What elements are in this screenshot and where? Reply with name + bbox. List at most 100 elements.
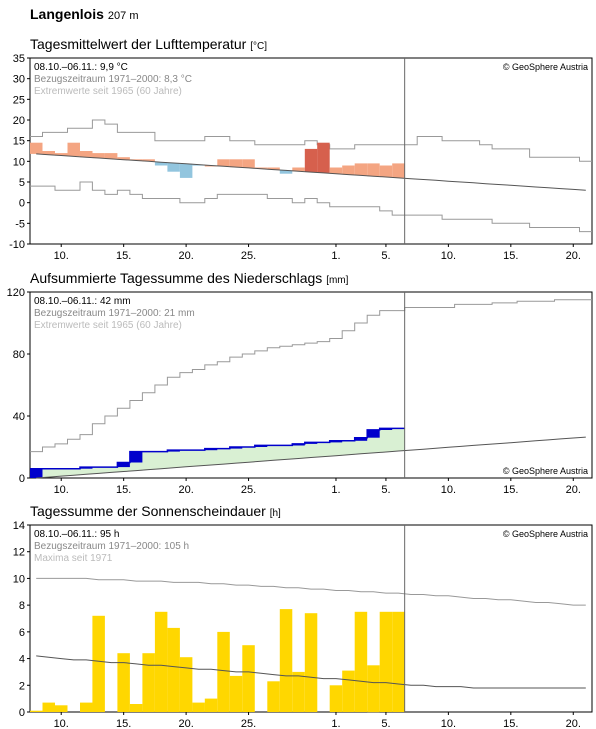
copyright-text: © GeoSphere Austria <box>503 466 588 476</box>
x-tick-label: 20. <box>566 250 581 262</box>
x-tick-label: 15. <box>503 484 518 496</box>
temperature-bar <box>129 159 143 161</box>
precipitation-title-text: Aufsummierte Tagessumme des Niederschlag… <box>30 270 323 286</box>
y-tick-label: 30 <box>13 74 25 86</box>
station-name: Langenlois <box>30 6 104 22</box>
sunshine-bar <box>142 653 155 712</box>
sunshine-bar <box>30 710 43 712</box>
x-tick-label: 10. <box>441 484 456 496</box>
sunshine-bar <box>367 665 380 713</box>
sunshine-bar <box>154 611 168 712</box>
sunshine-bar <box>379 611 393 712</box>
temperature-bar <box>204 165 218 167</box>
y-tick-label: 20 <box>13 115 25 127</box>
x-tick-label: 25. <box>241 484 256 496</box>
x-tick-label: 1. <box>331 484 340 496</box>
normal-line <box>36 153 586 191</box>
y-tick-label: 25 <box>13 94 25 106</box>
temperature-bar <box>55 153 68 156</box>
temperature-bar <box>80 151 93 158</box>
temperature-bar <box>167 163 180 172</box>
x-tick-label: 20. <box>178 718 193 729</box>
station-header: Langenlois 207 m <box>30 6 138 22</box>
temperature-bar <box>92 153 105 159</box>
sunshine-bar <box>392 611 405 712</box>
precip-daily-bar <box>354 437 368 441</box>
info-line: Bezugszeitraum 1971–2000: 21 mm <box>34 308 195 319</box>
info-line: Bezugszeitraum 1971–2000: 8,3 °C <box>34 74 192 85</box>
precipitation-unit: [mm] <box>326 275 349 286</box>
precip-daily-bar <box>329 440 343 443</box>
x-tick-label: 20. <box>566 484 581 496</box>
sunshine-title-text: Tagessumme der Sonnenscheindauer <box>30 503 266 519</box>
sunshine-bar <box>117 653 130 712</box>
sunshine-bar <box>267 681 280 712</box>
max-line <box>30 299 592 453</box>
precip-daily-bar <box>229 447 243 449</box>
sunshine-bar <box>229 675 243 712</box>
temperature-bar <box>329 167 343 174</box>
y-tick-label: 2 <box>19 680 25 692</box>
y-tick-label: 10 <box>13 156 25 168</box>
x-tick-label: 10. <box>54 718 69 729</box>
sunshine-bar <box>204 698 218 712</box>
sunshine-bar <box>192 702 205 712</box>
y-tick-label: 0 <box>19 707 25 719</box>
temperature-title-text: Tagesmittelwert der Lufttemperatur <box>30 36 247 52</box>
info-line: Extremwerte seit 1965 (60 Jahre) <box>34 86 182 97</box>
temperature-bar <box>179 163 193 178</box>
x-tick-label: 10. <box>54 250 69 262</box>
sunshine-bar <box>179 657 193 712</box>
y-tick-label: 80 <box>13 349 25 361</box>
y-tick-label: 0 <box>19 473 25 485</box>
y-tick-label: 8 <box>19 600 25 612</box>
temperature-bar <box>117 157 130 160</box>
y-tick-label: 40 <box>13 411 25 423</box>
precip-daily-bar <box>80 467 93 469</box>
precip-daily-bar <box>129 451 143 463</box>
temperature-bar <box>317 142 330 173</box>
temperature-bar <box>42 151 55 155</box>
sunshine-bar <box>55 705 68 712</box>
info-line: Extremwerte seit 1965 (60 Jahre) <box>34 320 182 331</box>
normal-line <box>36 655 586 689</box>
temperature-bar <box>104 153 118 159</box>
y-tick-label: 35 <box>13 53 25 65</box>
temperature-bar <box>342 165 355 175</box>
precip-cumulative-line <box>30 427 405 470</box>
temperature-bar <box>142 159 155 162</box>
sunshine-bar <box>242 645 255 712</box>
x-tick-label: 15. <box>116 484 131 496</box>
max-line <box>36 577 586 606</box>
copyright-text: © GeoSphere Austria <box>503 529 588 539</box>
normal-line <box>36 436 586 479</box>
sunshine-bar <box>80 702 93 712</box>
temperature-bar <box>217 159 230 167</box>
precip-daily-bar <box>30 468 43 478</box>
x-tick-label: 5. <box>381 718 390 729</box>
precip-daily-bar <box>379 428 393 430</box>
info-line: 08.10.–06.11.: 42 mm <box>34 296 131 307</box>
temperature-bar <box>267 167 280 170</box>
temperature-bar <box>30 142 43 154</box>
precip-daily-bar <box>117 462 130 468</box>
sunshine-bar <box>292 671 305 712</box>
x-tick-label: 25. <box>241 250 256 262</box>
temperature-bar <box>229 159 243 168</box>
x-tick-label: 5. <box>381 250 390 262</box>
x-tick-label: 20. <box>566 718 581 729</box>
station-elevation: 207 m <box>107 10 139 22</box>
sunshine-bar <box>42 702 55 712</box>
x-tick-label: 20. <box>178 484 193 496</box>
precip-daily-bar <box>254 445 268 447</box>
temperature-bar <box>379 165 393 178</box>
temperature-bar <box>242 159 255 168</box>
y-tick-label: 14 <box>13 520 25 532</box>
x-tick-label: 15. <box>116 718 131 729</box>
x-tick-label: 5. <box>381 484 390 496</box>
y-tick-label: 0 <box>19 198 25 210</box>
temperature-bar <box>354 163 368 176</box>
temperature-unit: [°C] <box>250 41 267 52</box>
temperature-title: Tagesmittelwert der Lufttemperatur [°C] <box>30 36 267 52</box>
